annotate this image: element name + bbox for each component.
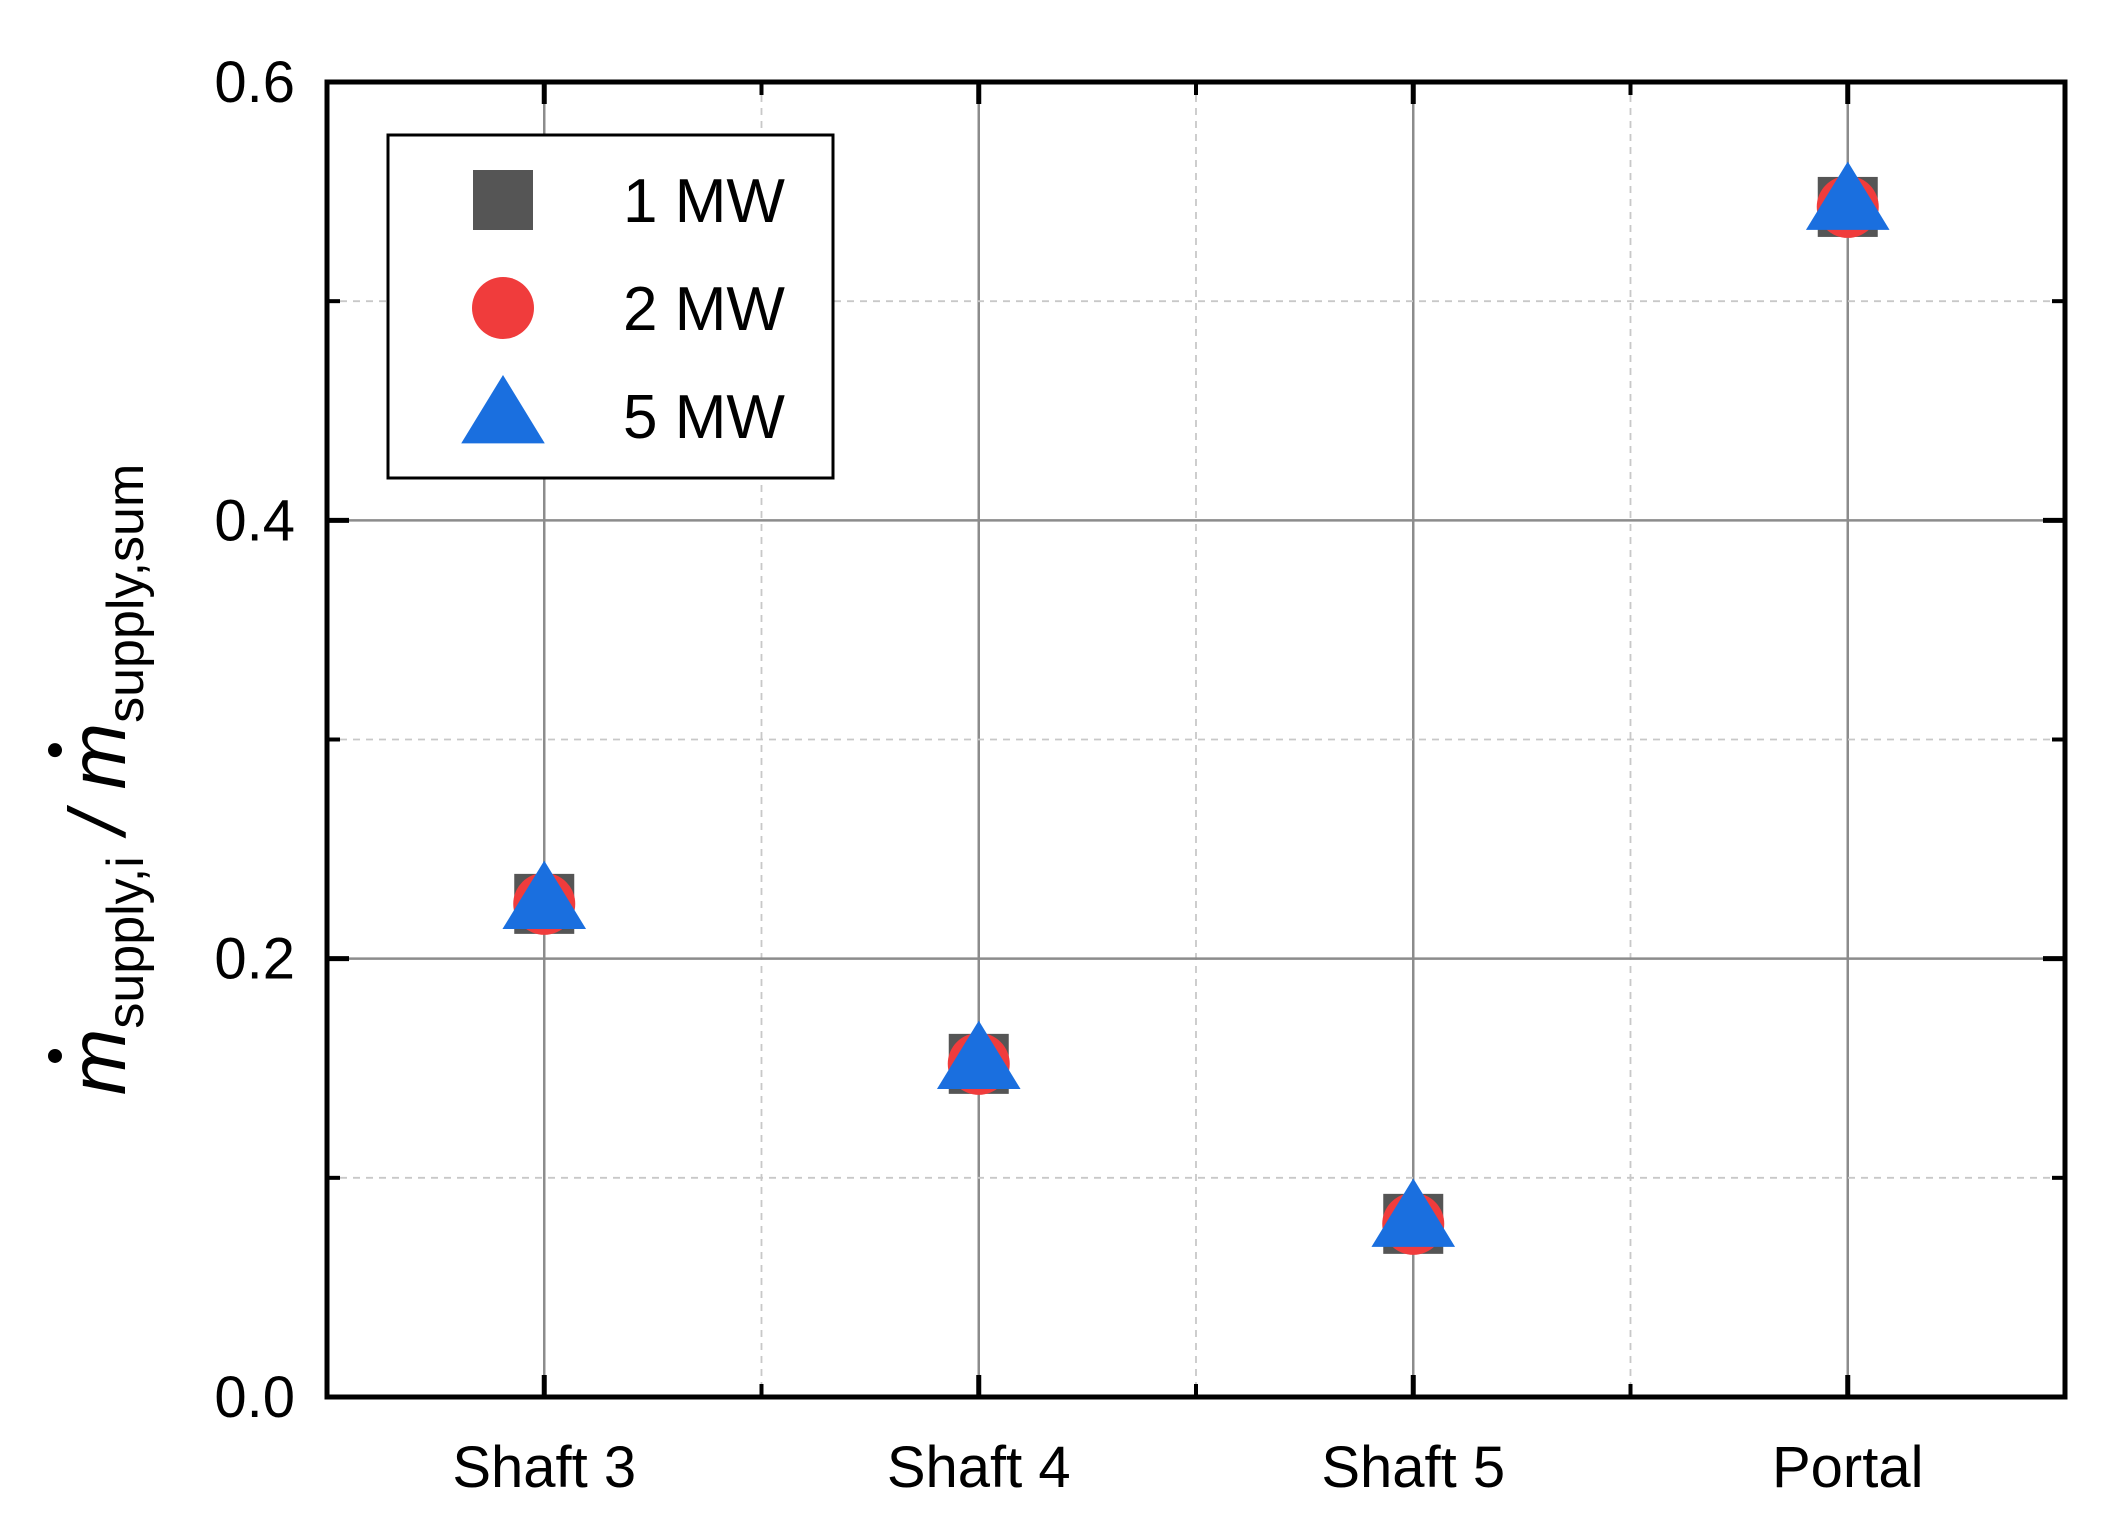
data-point-triangle xyxy=(936,1020,1021,1090)
legend: 1 MW 2 MW 5 MW xyxy=(386,133,835,480)
x-tick-label: Shaft 5 xyxy=(1321,1435,1505,1500)
axes xyxy=(324,79,2068,1400)
data-markers xyxy=(502,161,1890,1255)
legend-label: 1 MW xyxy=(623,167,785,236)
flow-rate-dot xyxy=(48,743,62,758)
ylabel-separator: / xyxy=(53,790,142,857)
data-point-triangle xyxy=(1371,1178,1456,1247)
data-point-triangle xyxy=(502,860,587,930)
legend-marker-circle xyxy=(472,277,534,339)
y-tick-label: 0.2 xyxy=(214,927,295,992)
legend-box xyxy=(386,133,835,480)
ylabel-numerator-sub: supply,i xyxy=(97,856,155,1028)
y-tick-label: 0.6 xyxy=(214,50,295,115)
x-tick-label: Shaft 3 xyxy=(452,1435,636,1500)
legend-marker-square xyxy=(473,170,533,230)
axis-labels: 0.0 0.2 0.4 0.6 Shaft 3 Shaft 4 Shaft 5 Portal m… xyxy=(48,50,1924,1500)
y-axis-label-text: msupply,i / msupply,sum xyxy=(53,464,155,1096)
flow-rate-dot xyxy=(48,1048,62,1063)
y-tick-label: 0.0 xyxy=(214,1365,295,1430)
y-axis-label: msupply,i / msupply,sum xyxy=(48,464,155,1096)
x-tick-label: Shaft 4 xyxy=(887,1435,1071,1500)
ylabel-denominator: m xyxy=(53,723,142,790)
data-point-triangle xyxy=(1805,161,1890,230)
ylabel-denominator-sub: supply,sum xyxy=(97,464,155,723)
x-tick-label: Portal xyxy=(1772,1435,1924,1500)
ylabel-numerator: m xyxy=(53,1029,142,1096)
legend-label: 2 MW xyxy=(623,275,785,344)
legend-marker-triangle xyxy=(461,374,545,444)
legend-label: 5 MW xyxy=(623,383,785,452)
y-tick-label: 0.4 xyxy=(214,488,295,553)
